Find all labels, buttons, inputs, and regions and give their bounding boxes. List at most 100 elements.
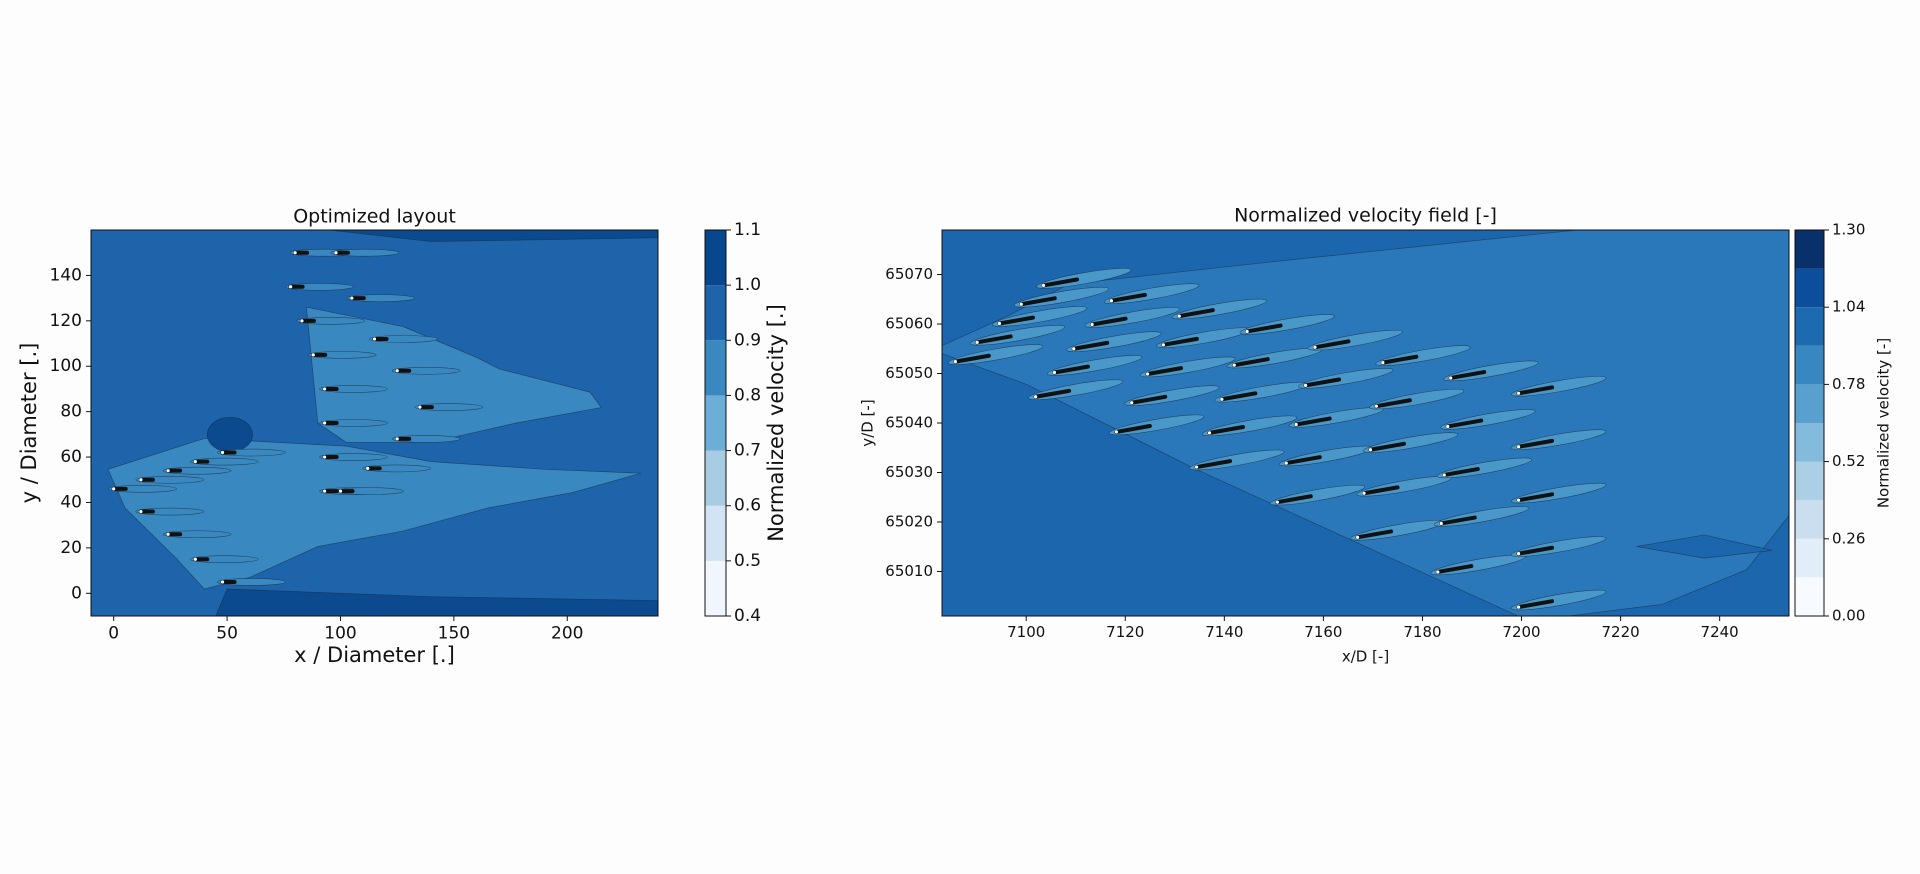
contour-region: [1636, 534, 1773, 559]
turbine-hub: [1381, 361, 1385, 365]
turbine-hub: [1220, 397, 1224, 401]
x-tick-label: 7180: [1403, 623, 1441, 641]
turbine: [1090, 316, 1128, 327]
turbine-hub: [1161, 343, 1166, 347]
turbine-hub: [1355, 535, 1360, 539]
colorbar-band: [705, 450, 726, 506]
y-tick-label: 65020: [885, 512, 933, 530]
turbine: [975, 334, 1013, 345]
turbine: [1275, 494, 1313, 505]
turbine: [1071, 340, 1110, 351]
colorbar-band: [1795, 230, 1824, 269]
x-tick-label: 7140: [1205, 623, 1243, 641]
colorbar-tick-label: 0.7: [734, 441, 761, 461]
turbine-hub: [1516, 498, 1521, 502]
colorbar-band: [1795, 384, 1824, 423]
contour-region: [1568, 515, 1789, 616]
turbine: [1219, 391, 1258, 402]
turbine: [1516, 438, 1555, 449]
turbine: [1041, 277, 1080, 288]
x-tick-label: 0: [108, 624, 119, 644]
turbine: [1232, 357, 1270, 368]
turbine: [1448, 370, 1487, 380]
x-tick-label: 150: [438, 624, 470, 644]
colorbar-tick-label: 0.00: [1832, 607, 1865, 625]
turbine: [1177, 308, 1215, 319]
colorbar-tick-label: 0.9: [734, 330, 761, 350]
y-tick-label: 65030: [885, 463, 933, 481]
colorbar-tick-label: 0.4: [734, 606, 761, 626]
turbine-hub: [1232, 363, 1236, 367]
x-axis-label: x / Diameter [.]: [294, 643, 455, 667]
colorbar-tick-label: 0.52: [1832, 452, 1865, 470]
y-tick-label: 65010: [885, 562, 933, 580]
contour-region: [942, 353, 1519, 616]
colorbar-tick-label: 0.26: [1832, 529, 1865, 547]
turbine: [1445, 418, 1484, 429]
y-tick-label: 60: [60, 447, 82, 467]
colorbar-band: [705, 230, 726, 286]
x-tick-label: 7120: [1106, 623, 1144, 641]
turbine: [1114, 424, 1152, 434]
turbine-hub: [1245, 329, 1249, 334]
turbine-hub: [1442, 473, 1446, 477]
y-tick-label: 65070: [885, 265, 933, 283]
turbine: [1303, 377, 1342, 388]
y-tick-label: 120: [50, 311, 82, 331]
plot-area: [91, 230, 658, 616]
y-axis-label: y/D [-]: [859, 399, 877, 446]
turbine-hub: [1303, 383, 1308, 387]
colorbar-band: [1795, 345, 1824, 385]
turbine-hub: [112, 487, 116, 491]
turbine-hub: [395, 437, 399, 441]
turbine-hub: [1114, 430, 1118, 434]
turbine: [1312, 339, 1351, 350]
turbine: [1355, 529, 1394, 540]
turbine: [1207, 424, 1245, 435]
x-tick-label: 7160: [1304, 623, 1342, 641]
turbine-hub: [323, 455, 327, 459]
turbine: [1362, 485, 1400, 496]
turbine: [1052, 364, 1090, 375]
turbine-hub: [139, 509, 143, 514]
y-axis-label: y / Diameter [.]: [17, 343, 41, 504]
colorbar-label: Normalized velocity [-]: [1875, 338, 1893, 508]
turbine-hub: [166, 532, 170, 536]
colorbar-tick-label: 1.1: [734, 220, 761, 240]
turbine: [1161, 336, 1199, 347]
turbine-hub: [418, 405, 422, 409]
plot-area: [942, 230, 1789, 616]
x-tick-label: 7240: [1701, 623, 1739, 641]
colorbar-tick-label: 0.5: [734, 551, 761, 571]
turbine-hub: [395, 369, 399, 373]
turbine-hub: [288, 285, 293, 289]
turbine: [1516, 492, 1555, 503]
turbine: [1516, 599, 1555, 610]
colorbar-tick-label: 0.6: [734, 496, 761, 516]
y-tick-label: 20: [60, 538, 82, 558]
turbine-hub: [1436, 570, 1440, 574]
turbine: [1516, 545, 1555, 556]
colorbar-band: [705, 505, 726, 561]
turbine-hub: [293, 251, 297, 255]
x-tick-label: 7100: [1007, 623, 1045, 641]
turbine: [953, 353, 991, 364]
turbine-hub: [997, 321, 1002, 326]
colorbar-band: [1795, 268, 1824, 308]
turbine-hub: [1109, 299, 1113, 303]
turbine-hub: [366, 466, 370, 471]
turbine: [1380, 354, 1419, 365]
turbine-hub: [1294, 422, 1298, 427]
x-tick-label: 7200: [1502, 623, 1540, 641]
turbine: [1435, 564, 1474, 574]
turbine-hub: [1052, 370, 1057, 375]
turbine-hub: [953, 360, 957, 364]
colorbar-band: [1795, 500, 1824, 539]
turbine-hub: [1516, 552, 1521, 556]
contour-region: [215, 588, 658, 616]
turbine-hub: [334, 251, 338, 255]
turbine: [1145, 366, 1184, 377]
turbine-hub: [1130, 401, 1134, 405]
turbine: [1245, 323, 1283, 334]
